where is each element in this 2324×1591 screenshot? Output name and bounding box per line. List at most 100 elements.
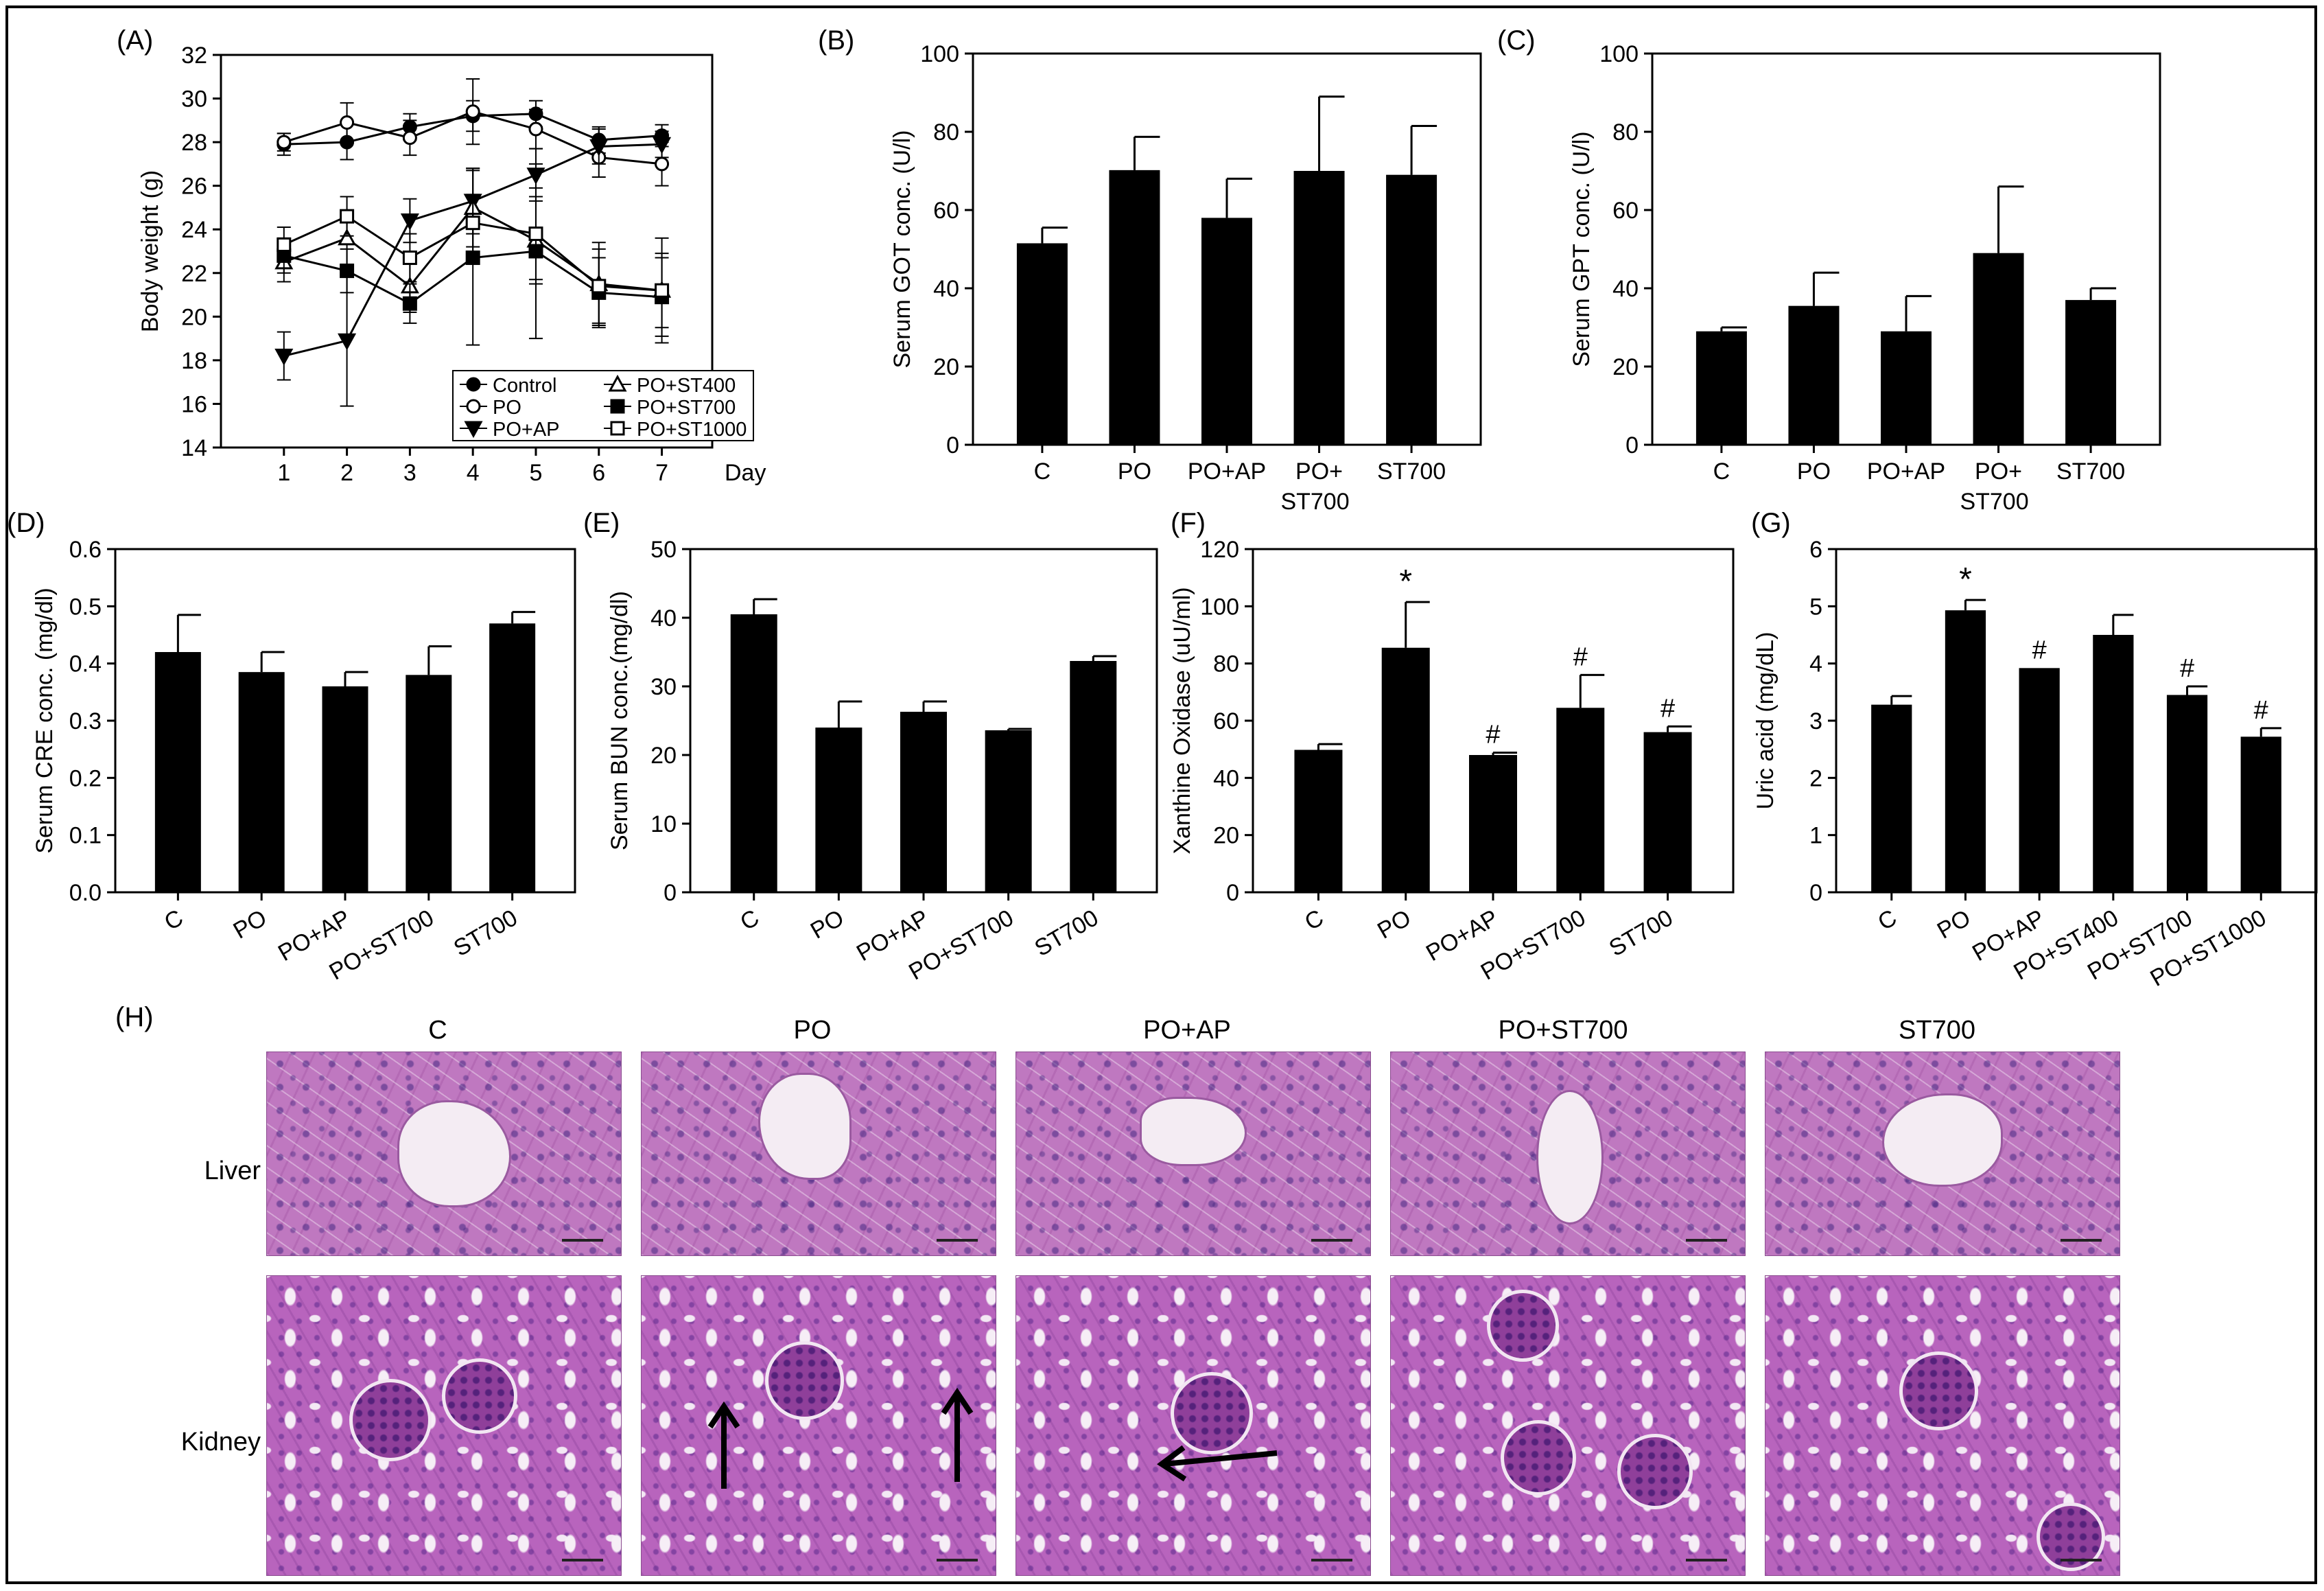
kidney-micrograph-c: [266, 1275, 622, 1576]
bar: [985, 730, 1032, 892]
bar: [1945, 610, 1986, 892]
legend-label: PO+ST700: [637, 397, 736, 419]
x-tick-label: 3: [403, 460, 416, 486]
data-point: [528, 121, 543, 137]
y-tick-label: 28: [181, 130, 207, 156]
bar: [1109, 170, 1160, 445]
x-tick-label: ST700: [1280, 489, 1349, 515]
panel-d-cre-chart: 0.0 0.1 0.2 0.3 0.4 0.5 0.6 Serum CRE conc. (mg…: [7, 508, 576, 986]
y-tick-label: 14: [181, 435, 207, 461]
y-tick-label: 80: [1213, 651, 1239, 677]
data-point: [655, 156, 670, 172]
x-tick-label: C: [736, 905, 763, 936]
y-tick-label: 50: [650, 537, 677, 563]
x-tick-label: 5: [530, 460, 543, 486]
y-tick-label: 1: [1809, 823, 1822, 849]
x-tick-label: PO: [1933, 905, 1975, 944]
x-tick-label: PO: [1797, 458, 1831, 485]
x-tick-label: C: [1034, 458, 1051, 485]
bar: [1381, 647, 1430, 892]
arrow-up-icon: [707, 1401, 740, 1489]
x-tick-label: PO+: [1975, 458, 2022, 485]
y-tick-label: 30: [181, 86, 207, 113]
x-tick-label: 7: [655, 460, 668, 486]
bar: [154, 652, 201, 892]
y-tick-label: 22: [181, 261, 207, 287]
panel-label: (C): [1497, 25, 1536, 56]
x-tick-label: ST700: [1960, 489, 2028, 515]
data-point: [338, 228, 357, 246]
significance-mark: #: [1660, 694, 1675, 723]
arrow-up-icon: [941, 1387, 974, 1482]
data-point: [402, 130, 417, 146]
data-point: [465, 251, 480, 266]
y-tick-label: 80: [933, 119, 959, 146]
x-tick-label: ST700: [449, 905, 522, 962]
bar: [1973, 253, 2024, 445]
legend-box: [452, 370, 754, 441]
y-axis-label: Serum BUN conc.(mg/dl): [607, 591, 633, 850]
bar: [1788, 305, 1840, 445]
bar: [1293, 171, 1345, 445]
y-tick-label: 0.5: [69, 594, 102, 620]
y-tick-label: 0.3: [69, 708, 102, 734]
x-tick-label: 2: [340, 460, 353, 486]
y-tick-label: 18: [181, 348, 207, 374]
plot-frame: [220, 54, 714, 449]
bar: [1695, 331, 1747, 445]
histology-column-label: ST700: [1899, 1016, 1975, 1045]
significance-mark: *: [1959, 561, 1972, 598]
y-axis-label: Body weight (g): [137, 170, 163, 332]
bar: [1871, 704, 1912, 892]
data-point: [610, 421, 625, 436]
data-point: [466, 399, 481, 414]
y-tick-label: 20: [650, 743, 677, 769]
liver-micrograph-po: [641, 1052, 996, 1256]
bar: [1643, 732, 1692, 892]
x-tick-label: C: [1713, 458, 1730, 485]
legend-label: PO+ST1000: [637, 419, 747, 441]
bar: [1556, 708, 1605, 892]
y-tick-label: 0.6: [69, 537, 102, 563]
data-point: [653, 137, 672, 154]
panel-label-h: (H): [115, 1002, 154, 1032]
panel-label: (F): [1171, 508, 1206, 538]
bar: [2065, 300, 2117, 445]
bar: [2240, 736, 2281, 892]
y-tick-label: 6: [1809, 537, 1822, 563]
significance-mark: #: [1486, 721, 1500, 750]
x-tick-label: C: [160, 905, 187, 936]
x-axis-label: Day: [725, 460, 766, 486]
x-tick-label: ST700: [1031, 905, 1103, 962]
y-tick-label: 60: [1612, 198, 1639, 224]
y-tick-label: 2: [1809, 765, 1822, 791]
bar: [489, 623, 536, 892]
data-point: [465, 104, 480, 119]
panel-label: (E): [583, 508, 620, 538]
x-tick-label: PO+AP: [1188, 458, 1266, 485]
y-tick-label: 40: [1213, 765, 1239, 791]
x-tick-label: 1: [277, 460, 290, 486]
data-point: [591, 279, 607, 294]
y-tick-label: 24: [181, 217, 207, 243]
significance-mark: #: [2032, 636, 2047, 664]
x-tick-label: ST700: [1377, 458, 1446, 485]
kidney-micrograph-po-st700: [1390, 1275, 1746, 1576]
panel-label: (G): [1751, 508, 1791, 538]
y-tick-label: 40: [650, 605, 677, 631]
y-tick-label: 0.1: [69, 823, 102, 849]
x-tick-label: PO: [1373, 905, 1416, 944]
liver-micrograph-po-st700: [1390, 1052, 1746, 1256]
y-tick-label: 120: [1200, 537, 1239, 563]
panel-c-gpt-chart: 0 20 40 60 80 100 Serum GPT conc. (U/l) (C) C PO P…: [1497, 25, 2161, 515]
bar: [730, 614, 777, 892]
kidney-micrograph-po-ap: [1016, 1275, 1371, 1576]
x-tick-label: ST700: [1605, 905, 1678, 962]
x-tick-label: C: [1873, 905, 1901, 936]
data-point: [400, 213, 419, 231]
y-tick-label: 20: [1213, 823, 1239, 849]
y-tick-label: 16: [181, 391, 207, 417]
bar: [1469, 755, 1517, 892]
x-tick-label: PO+AP: [1867, 458, 1945, 485]
